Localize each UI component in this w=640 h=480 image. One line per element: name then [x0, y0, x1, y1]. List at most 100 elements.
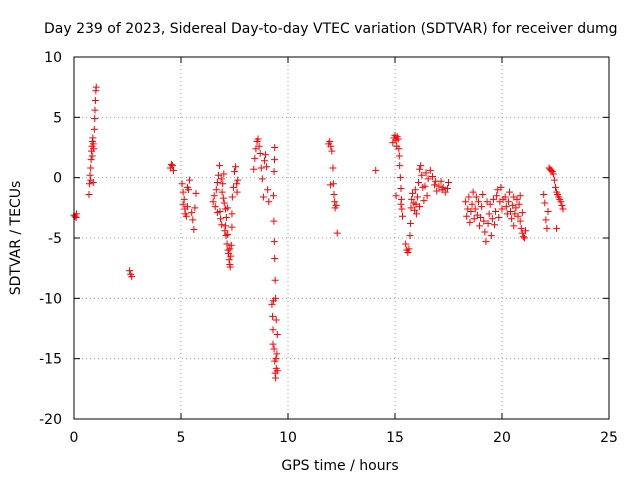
- data-point: [502, 203, 510, 211]
- data-point: [328, 147, 336, 155]
- data-point: [219, 194, 227, 202]
- data-point: [257, 164, 265, 172]
- data-point: [333, 229, 341, 237]
- data-point: [423, 192, 431, 200]
- data-point: [544, 207, 552, 215]
- data-point: [270, 345, 278, 353]
- data-point: [271, 255, 279, 263]
- data-point: [413, 193, 421, 201]
- data-point: [188, 209, 196, 217]
- data-point: [416, 165, 424, 173]
- data-point: [428, 172, 436, 180]
- data-point: [501, 193, 509, 201]
- data-point: [332, 201, 340, 209]
- data-point: [495, 213, 503, 221]
- data-point: [395, 152, 403, 160]
- data-point: [405, 245, 413, 253]
- data-point: [259, 193, 267, 201]
- data-point: [557, 198, 565, 206]
- data-point: [254, 135, 262, 143]
- data-point: [272, 374, 280, 382]
- y-tick-label: 10: [44, 50, 62, 66]
- data-point: [411, 206, 419, 214]
- data-point: [417, 162, 425, 170]
- data-point: [541, 199, 549, 207]
- data-point: [559, 205, 567, 213]
- data-point: [222, 205, 230, 213]
- data-point: [514, 212, 522, 220]
- data-point: [471, 205, 479, 213]
- data-point: [263, 163, 271, 171]
- data-point: [225, 256, 233, 264]
- data-point: [438, 186, 446, 194]
- data-point: [489, 195, 497, 203]
- y-tick-label: -15: [39, 352, 62, 368]
- data-point: [397, 200, 405, 208]
- data-point: [491, 221, 499, 229]
- data-point: [182, 212, 190, 220]
- data-point: [218, 188, 226, 196]
- data-point: [268, 300, 276, 308]
- data-point: [273, 331, 281, 339]
- data-point: [396, 174, 404, 182]
- data-point: [189, 216, 197, 224]
- data-point: [232, 163, 240, 171]
- data-point: [415, 178, 423, 186]
- data-point: [250, 165, 258, 173]
- data-point: [553, 224, 561, 232]
- x-axis-label: GPS time / hours: [281, 458, 398, 474]
- data-point: [270, 238, 278, 246]
- data-point: [217, 215, 225, 223]
- data-point: [416, 203, 424, 211]
- data-point: [488, 215, 496, 223]
- data-points: [70, 83, 567, 382]
- data-point: [216, 162, 224, 170]
- data-point: [329, 164, 337, 172]
- data-point: [167, 160, 175, 168]
- data-point: [465, 193, 473, 201]
- data-point: [260, 157, 268, 165]
- data-point: [271, 144, 279, 151]
- data-point: [484, 220, 492, 228]
- data-point: [406, 232, 414, 240]
- data-point: [433, 187, 441, 195]
- data-point: [493, 192, 501, 200]
- data-point: [404, 248, 412, 256]
- data-point: [487, 232, 495, 240]
- data-point: [91, 115, 99, 123]
- data-point: [258, 175, 266, 183]
- data-point: [520, 234, 528, 242]
- data-point: [519, 233, 527, 241]
- data-point: [271, 276, 279, 284]
- y-tick-label: 0: [53, 171, 62, 187]
- data-point: [86, 171, 94, 179]
- data-point: [422, 169, 430, 177]
- data-point: [513, 195, 521, 203]
- data-point: [226, 263, 234, 271]
- data-point: [91, 106, 99, 114]
- data-point: [170, 166, 178, 174]
- data-point: [269, 312, 277, 320]
- y-tick-labels: -20 -15 -10 -5 0 5 10: [39, 50, 62, 428]
- data-point: [398, 212, 406, 220]
- data-point: [542, 216, 550, 224]
- data-point: [209, 198, 217, 206]
- data-point: [497, 183, 505, 191]
- data-point: [128, 273, 136, 281]
- data-point: [272, 316, 280, 324]
- data-point: [392, 192, 400, 200]
- data-point: [418, 171, 426, 179]
- data-point: [547, 166, 555, 174]
- data-point: [479, 191, 487, 199]
- data-point: [269, 326, 277, 334]
- data-point: [222, 213, 230, 221]
- data-point: [522, 227, 530, 235]
- data-point: [183, 203, 191, 211]
- data-point: [432, 177, 440, 185]
- data-point: [272, 294, 280, 302]
- data-point: [227, 241, 235, 249]
- data-point: [327, 142, 335, 150]
- data-point: [228, 193, 236, 201]
- data-point: [469, 188, 477, 196]
- data-point: [233, 188, 241, 196]
